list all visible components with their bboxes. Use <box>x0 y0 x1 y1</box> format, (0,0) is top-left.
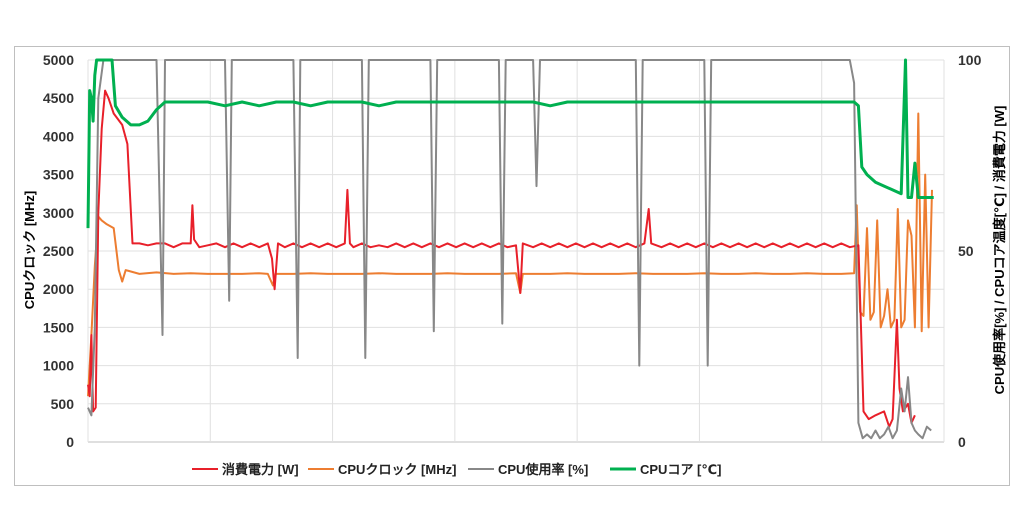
y-left-tick-label: 5000 <box>43 52 74 68</box>
legend-label: CPU使用率 [%] <box>498 462 588 477</box>
y-left-tick-label: 2000 <box>43 281 74 297</box>
y-left-tick-label: 3000 <box>43 205 74 221</box>
legend-label: CPUコア [℃] <box>640 462 721 477</box>
y-left-tick-label: 500 <box>51 396 75 412</box>
legend: 消費電力 [W] CPUクロック [MHz] CPU使用率 [%] CPUコア [℃] <box>192 462 721 477</box>
series-line <box>87 59 932 440</box>
series-layer <box>86 58 934 440</box>
y-left-axis-title: CPUクロック [MHz] <box>22 191 37 309</box>
right-axis-ticks: 0 50 100 <box>958 52 982 450</box>
y-right-tick-label: 50 <box>958 243 974 259</box>
y-left-tick-label: 0 <box>66 434 74 450</box>
y-left-tick-label: 1000 <box>43 358 74 374</box>
y-right-tick-label: 100 <box>958 52 982 68</box>
y-left-tick-label: 4500 <box>43 90 74 106</box>
series-line <box>87 112 933 397</box>
series-line <box>87 89 916 428</box>
y-left-tick-label: 2500 <box>43 243 74 259</box>
y-left-tick-label: 4000 <box>43 128 74 144</box>
y-left-tick-label: 1500 <box>43 319 74 335</box>
legend-label: 消費電力 [W] <box>222 462 299 477</box>
legend-label: CPUクロック [MHz] <box>338 462 456 477</box>
series-line <box>86 58 934 229</box>
left-axis-ticks: 0 500 1000 1500 2000 2500 3000 3500 4000 4500 5000 <box>43 52 74 450</box>
y-left-tick-label: 3500 <box>43 167 74 183</box>
y-right-tick-label: 0 <box>958 434 966 450</box>
y-right-axis-title: CPU使用率[%] / CPUコア温度[℃] / 消費電力 [W] <box>992 106 1007 395</box>
chart-frame <box>14 46 1010 486</box>
